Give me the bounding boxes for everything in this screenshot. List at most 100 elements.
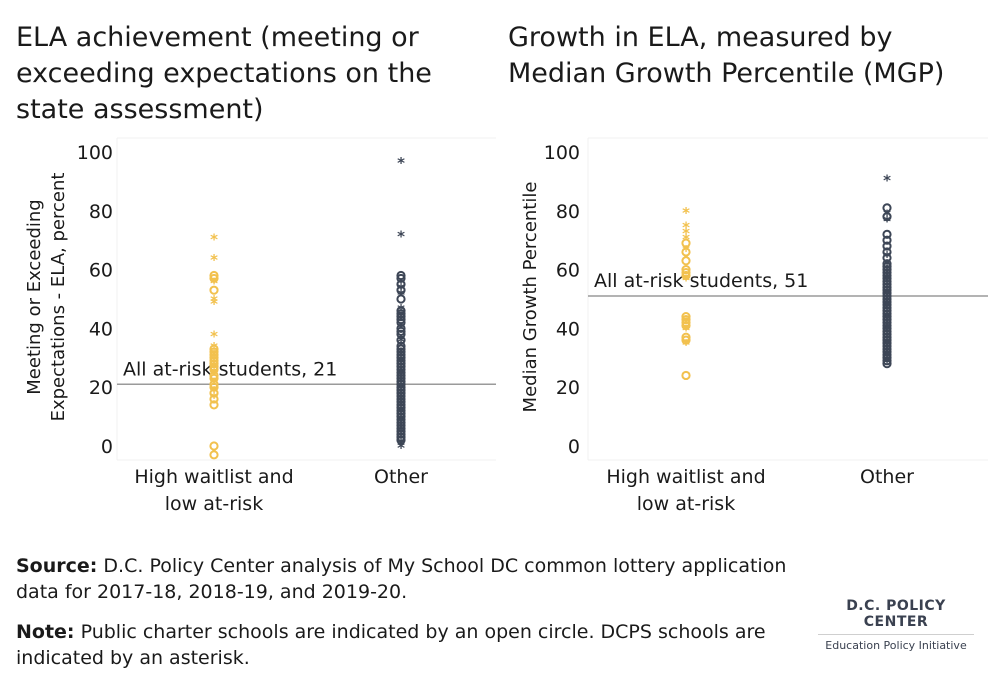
dcps-school-point: * <box>682 219 690 237</box>
charter-school-point <box>396 388 406 398</box>
dcps-school-point: * <box>397 436 405 454</box>
charter-school-point <box>882 341 892 351</box>
y-tick-label: 20 <box>89 377 113 399</box>
dcps-school-point: * <box>397 380 405 398</box>
charter-school-point <box>209 364 219 375</box>
dcps-school-point: * <box>883 171 891 189</box>
dcps-school-point: * <box>682 204 690 222</box>
charter-school-point <box>882 294 892 304</box>
charter-school-point <box>396 420 406 431</box>
charter-school-point <box>396 273 406 284</box>
dcps-school-point: * <box>682 271 690 289</box>
charter-school-point <box>882 350 892 360</box>
charter-school-point <box>209 270 219 281</box>
chart-title-ela-growth: Growth in ELA, measured by Median Growth… <box>508 22 945 89</box>
dcps-school-point: * <box>397 439 405 457</box>
charter-school-point <box>882 317 892 328</box>
brand-initiative: Education Policy Initiative <box>825 639 967 652</box>
charter-school-point <box>209 373 219 383</box>
y-axis-label: Expectations - ELA, percent <box>48 173 69 422</box>
charter-school-point <box>396 414 406 425</box>
dcps-school-point: * <box>883 286 891 304</box>
charter-school-point <box>396 314 406 325</box>
charter-school-point <box>396 417 406 428</box>
note-text: Public charter schools are indicated by … <box>16 621 766 669</box>
dcps-school-point: * <box>682 336 690 354</box>
dcps-school-point: * <box>883 348 891 366</box>
charter-school-point <box>681 317 691 328</box>
dcps-school-point: * <box>883 207 891 225</box>
charter-school-point <box>681 335 691 345</box>
charter-school-point <box>209 362 219 372</box>
charter-school-point <box>882 297 892 307</box>
charter-school-point <box>882 253 892 263</box>
charter-school-point <box>396 306 406 316</box>
chart-title-ela-achievement: ELA achievement (meeting or exceeding ex… <box>16 22 432 125</box>
charter-school-point <box>396 373 406 383</box>
charter-school-point <box>209 450 219 460</box>
charter-school-point <box>396 350 406 360</box>
charter-school-point <box>882 247 892 257</box>
dcps-school-point: * <box>210 374 218 392</box>
y-tick-label: 40 <box>556 318 580 340</box>
charter-school-point <box>209 359 219 369</box>
charter-school-point <box>882 332 892 342</box>
dcps-school-point: * <box>397 286 405 304</box>
dcps-school-point: * <box>397 404 405 422</box>
dcps-school-point: * <box>883 336 891 354</box>
charter-school-point <box>209 400 219 410</box>
dcps-school-point: * <box>210 389 218 407</box>
charter-school-point <box>396 391 406 401</box>
charter-school-point <box>882 270 892 281</box>
charter-school-point <box>882 329 892 339</box>
charter-school-point <box>209 344 219 354</box>
charter-school-point <box>209 394 219 404</box>
charter-school-point <box>396 379 406 389</box>
dcps-school-point: * <box>682 313 690 331</box>
dcps-school-point: * <box>397 301 405 319</box>
charter-school-point <box>209 347 219 357</box>
charter-school-point <box>882 212 892 222</box>
charter-school-point <box>681 238 691 248</box>
charter-school-point <box>396 406 406 416</box>
dcps-school-point: * <box>210 360 218 378</box>
charter-school-point <box>396 285 406 295</box>
charter-school-point <box>209 388 219 398</box>
charter-school-point <box>209 350 219 360</box>
x-category-label: High waitlist and <box>606 466 765 488</box>
charter-school-point <box>882 320 892 331</box>
dcps-school-point: * <box>397 354 405 372</box>
charter-school-point <box>681 370 691 381</box>
brand-divider <box>818 634 974 635</box>
y-tick-label: 60 <box>89 260 113 282</box>
y-tick-label: 60 <box>556 260 580 282</box>
charter-school-point <box>396 409 406 419</box>
x-category-label: low at-risk <box>165 493 263 515</box>
charter-school-point <box>882 309 892 319</box>
charter-school-point <box>681 267 691 278</box>
dcps-school-point: * <box>397 307 405 325</box>
dcps-school-point: * <box>210 251 218 269</box>
dcps-school-point: * <box>210 351 218 369</box>
dcps-school-point: * <box>883 310 891 328</box>
charter-school-point <box>681 320 691 331</box>
charter-school-point <box>396 394 406 404</box>
charter-school-point <box>396 317 406 328</box>
y-tick-label: 80 <box>89 201 113 223</box>
dcps-school-point: * <box>397 227 405 245</box>
source-note: Source: D.C. Policy Center analysis of M… <box>16 553 806 605</box>
dcps-school-point: * <box>397 154 405 172</box>
source-label: Source: <box>16 555 98 577</box>
marker-note: Note: Public charter schools are indicat… <box>16 619 806 671</box>
charter-school-point <box>396 279 406 289</box>
charter-school-point <box>882 347 892 357</box>
dcps-school-point: * <box>682 242 690 260</box>
charter-school-point <box>882 265 892 275</box>
dcps-school-point: * <box>883 257 891 275</box>
y-tick-label: 100 <box>77 142 113 164</box>
charter-school-point <box>882 326 892 336</box>
dcps-school-point: * <box>210 345 218 363</box>
y-tick-label: 80 <box>556 201 580 223</box>
charter-school-point <box>396 432 406 442</box>
charter-school-point <box>882 235 892 245</box>
